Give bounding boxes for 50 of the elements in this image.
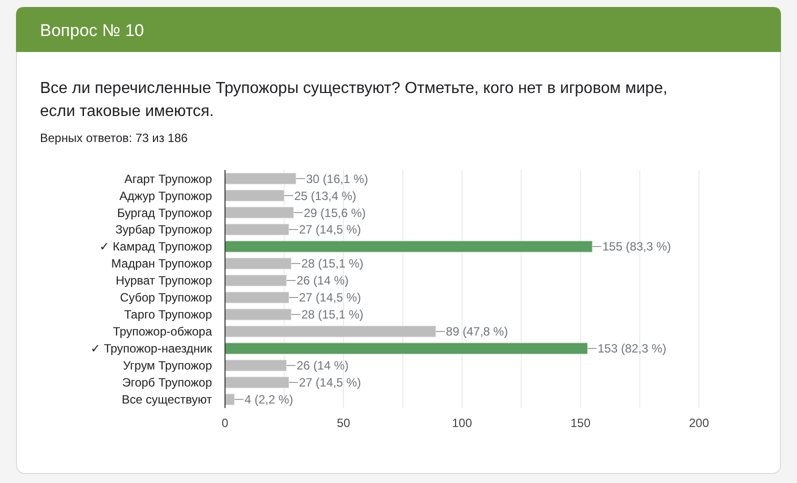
x-tick-label: 50	[336, 416, 350, 430]
data-label: 26 (14 %)	[296, 358, 349, 373]
bar	[224, 223, 290, 236]
data-label: 27 (14,5 %)	[298, 290, 362, 305]
data-label: 30 (16,1 %)	[306, 172, 368, 186]
bar	[224, 359, 288, 372]
data-label: 26 (14 %)	[296, 274, 349, 288]
data-label: 27 (14,5 %)	[298, 376, 362, 390]
bar	[224, 257, 292, 270]
data-label: 29 (15,6 %)	[304, 206, 366, 220]
chart-title: Вопрос № 10	[40, 21, 144, 40]
data-label: 28 (15,1 %)	[301, 256, 364, 271]
y-tick-label: Угрум Трупожор	[122, 358, 212, 373]
bar	[224, 240, 593, 253]
data-label: 155 (83,3 %)	[602, 240, 672, 254]
y-tick-label: ✓ Камрад Трупожор	[99, 240, 212, 254]
bar	[224, 291, 290, 304]
chart-subtitle: Все ли перечисленные Трупожоры существуют? Отметьте, кого нет в игровом мире, если таковые имеются.	[40, 80, 668, 120]
x-tick-label: 150	[570, 416, 591, 430]
data-label: 27 (14,5 %)	[298, 222, 362, 237]
y-tick-label: Трупожор-обжора	[112, 324, 212, 339]
x-tick-label: 100	[452, 416, 472, 430]
y-tick-label: Субор Трупожор	[120, 290, 212, 305]
data-label: 28 (15,1 %)	[301, 308, 364, 322]
y-tick-label: Мадран Трупожор	[111, 256, 212, 271]
bar	[224, 189, 285, 202]
x-tick-label: 0	[222, 416, 229, 430]
data-label: 89 (47,8 %)	[446, 324, 508, 339]
bar	[224, 376, 290, 389]
data-label: 25 (13,4 %)	[294, 188, 356, 203]
data-label: 153 (82,3 %)	[598, 342, 666, 356]
y-tick-label: Тарго Трупожор	[124, 308, 212, 322]
data-label: 4 (2,2 %)	[244, 392, 294, 407]
bar	[224, 342, 588, 355]
y-tick-label: Зурбар Трупожор	[115, 222, 212, 237]
y-tick-label: Нурват Трупожор	[116, 274, 212, 288]
bar	[224, 393, 235, 406]
bar	[224, 206, 294, 219]
bar	[224, 308, 292, 321]
y-tick-label: ✓ Трупожор-наездник	[90, 342, 213, 356]
bar	[224, 172, 297, 185]
x-tick-label: 200	[688, 416, 710, 430]
text: Верных ответов: 73 из 186	[40, 131, 188, 145]
y-tick-label: Аджур Трупожор	[119, 188, 212, 203]
y-tick-label: Бургад Трупожор	[117, 206, 212, 220]
y-tick-label: Эгорб Трупожор	[122, 376, 212, 390]
y-tick-label: Все существуют	[122, 392, 212, 407]
y-tick-label: Агарт Трупожор	[124, 172, 212, 186]
bar	[224, 274, 288, 287]
bar	[224, 325, 436, 338]
